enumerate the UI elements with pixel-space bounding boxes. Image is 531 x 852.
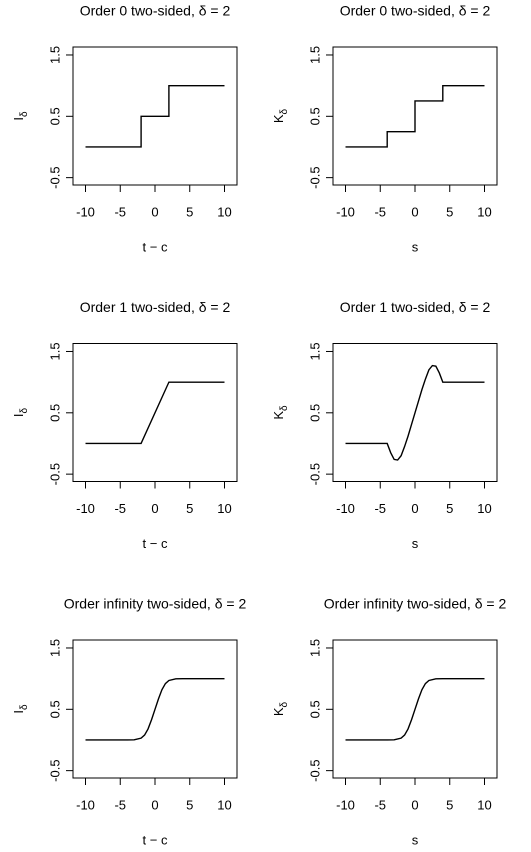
panel: Order infinity two-sided, δ = 2 -10 -5 0 5 10…	[11, 596, 246, 848]
x-tick-label: 5	[446, 204, 453, 219]
x-tick-label: 0	[411, 204, 418, 219]
y-axis-label-subscript: δ	[279, 405, 290, 411]
y-tick-label: 1.5	[47, 46, 62, 64]
y-axis-label-subscript: δ	[19, 111, 30, 117]
y-axis-label-main: K	[271, 114, 286, 123]
y-tick-label: 1.5	[307, 46, 322, 64]
x-tick-label: 10	[217, 501, 231, 516]
x-tick-label: 0	[411, 797, 418, 812]
y-axis-label-subscript: δ	[19, 407, 30, 413]
y-tick-label: 0.5	[307, 107, 322, 125]
y-tick-label: 0.5	[307, 404, 322, 422]
x-axis-label: t − c	[143, 239, 168, 254]
y-axis-label: Iδ	[11, 111, 29, 121]
x-tick-label: -5	[114, 204, 126, 219]
x-axis-label: s	[412, 536, 419, 551]
y-tick-label: 0.5	[47, 404, 62, 422]
y-tick-label: 0.5	[307, 700, 322, 718]
curve	[85, 677, 225, 741]
x-tick-label: 5	[446, 501, 453, 516]
chart-title: Order infinity two-sided, δ = 2	[324, 596, 507, 612]
chart-title: Order infinity two-sided, δ = 2	[64, 596, 247, 612]
y-axis-label-main: K	[271, 707, 286, 716]
x-axis-label: s	[412, 832, 419, 847]
y-axis-label: Kδ	[271, 108, 289, 123]
chart-title: Order 1 two-sided, δ = 2	[340, 299, 491, 315]
y-tick-label: 0.5	[47, 107, 62, 125]
panel: Order 0 two-sided, δ = 2 -10 -5 0 5 10 -0.5 0.5…	[271, 3, 498, 254]
y-axis-label-main: I	[11, 117, 26, 121]
panel: Order 1 two-sided, δ = 2 -10 -5 0 5 10 -0.5 0.5…	[271, 299, 498, 551]
y-axis-label-main: K	[271, 411, 286, 420]
curve	[345, 84, 485, 148]
y-axis-label-subscript: δ	[19, 704, 30, 710]
curve	[345, 677, 485, 741]
x-tick-label: -10	[336, 204, 355, 219]
chart-title: Order 0 two-sided, δ = 2	[80, 3, 231, 19]
x-tick-label: -10	[76, 501, 95, 516]
y-axis-label-subscript: δ	[279, 108, 290, 114]
y-axis-label-main: I	[11, 710, 26, 714]
y-tick-label: 0.5	[47, 700, 62, 718]
x-tick-label: 0	[151, 501, 158, 516]
y-axis-label-subscript: δ	[279, 701, 290, 707]
x-tick-label: 10	[477, 204, 491, 219]
x-tick-label: -5	[374, 204, 386, 219]
x-tick-label: 10	[477, 797, 491, 812]
y-tick-label: 1.5	[47, 639, 62, 657]
panel: Order 1 two-sided, δ = 2 -10 -5 0 5 10 -0.5 0.5…	[11, 299, 238, 551]
curve	[345, 364, 485, 461]
curve	[85, 84, 225, 148]
y-tick-label: 1.5	[307, 342, 322, 360]
x-axis-label: t − c	[143, 832, 168, 847]
y-tick-label: -0.5	[307, 166, 322, 188]
x-tick-label: -10	[336, 501, 355, 516]
y-tick-label: -0.5	[47, 759, 62, 781]
y-axis-label: Iδ	[11, 704, 29, 714]
curve	[85, 381, 225, 445]
panel: Order infinity two-sided, δ = 2 -10 -5 0 5 10…	[271, 596, 506, 848]
x-tick-label: -10	[76, 797, 95, 812]
x-tick-label: -5	[114, 501, 126, 516]
y-tick-label: -0.5	[47, 166, 62, 188]
x-tick-label: 5	[186, 797, 193, 812]
x-tick-label: 10	[217, 797, 231, 812]
y-axis-label: Kδ	[271, 405, 289, 420]
chart-title: Order 0 two-sided, δ = 2	[340, 3, 491, 19]
y-axis-label: Iδ	[11, 407, 29, 417]
y-axis-label: Kδ	[271, 701, 289, 716]
x-tick-label: 0	[151, 797, 158, 812]
x-tick-label: 5	[446, 797, 453, 812]
y-tick-label: -0.5	[307, 759, 322, 781]
x-axis-label: s	[412, 239, 419, 254]
x-tick-label: -5	[374, 501, 386, 516]
y-tick-label: -0.5	[307, 463, 322, 485]
x-tick-label: 0	[151, 204, 158, 219]
x-tick-label: -5	[374, 797, 386, 812]
x-tick-label: 5	[186, 501, 193, 516]
chart-title: Order 1 two-sided, δ = 2	[80, 299, 231, 315]
y-tick-label: 1.5	[307, 639, 322, 657]
x-tick-label: -10	[76, 204, 95, 219]
y-axis-label-main: I	[11, 413, 26, 417]
panel: Order 0 two-sided, δ = 2 -10 -5 0 5 10 -0.5 0.5…	[11, 3, 238, 254]
y-tick-label: -0.5	[47, 463, 62, 485]
x-tick-label: 5	[186, 204, 193, 219]
x-axis-label: t − c	[143, 536, 168, 551]
x-tick-label: -5	[114, 797, 126, 812]
x-tick-label: -10	[336, 797, 355, 812]
y-tick-label: 1.5	[47, 342, 62, 360]
x-tick-label: 0	[411, 501, 418, 516]
x-tick-label: 10	[477, 501, 491, 516]
x-tick-label: 10	[217, 204, 231, 219]
